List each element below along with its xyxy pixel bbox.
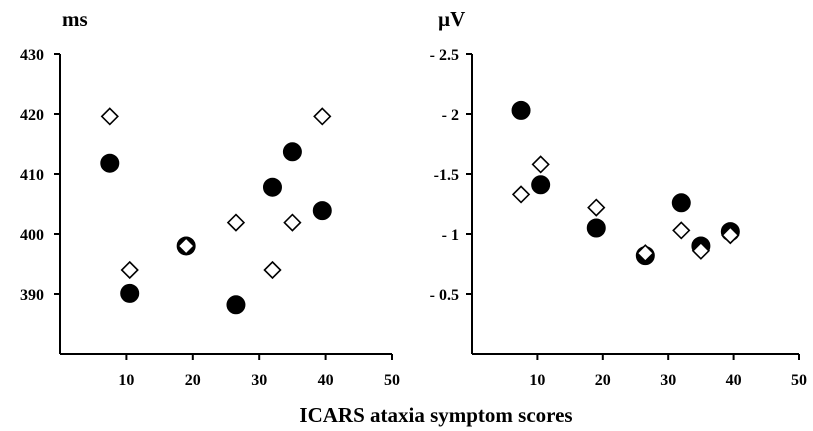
data-point-open-diamond — [263, 260, 282, 280]
data-point-open-diamond — [636, 244, 655, 263]
data-point-open-diamond — [226, 213, 246, 232]
x-tick-label: 30 — [660, 372, 676, 389]
data-point-filled-circle — [586, 218, 606, 238]
x-axis-title: ICARS ataxia symptom scores — [299, 403, 572, 427]
y-tick-label: - 2 — [442, 107, 459, 124]
data-point-filled-circle — [226, 295, 246, 315]
y-unit-label: µV — [438, 7, 465, 31]
data-point-open-diamond — [721, 226, 740, 245]
data-point-open-diamond — [531, 155, 550, 174]
y-tick-label: 420 — [20, 107, 44, 124]
y-tick-label: 430 — [20, 47, 44, 64]
x-tick-label: 50 — [791, 372, 807, 389]
x-tick-label: 50 — [384, 372, 400, 389]
y-tick-label: 410 — [20, 167, 44, 184]
data-point-filled-circle — [282, 142, 302, 162]
data-point-filled-circle — [511, 100, 531, 120]
y-tick-label: - 2.5 — [430, 47, 459, 64]
data-point-open-diamond — [313, 107, 332, 126]
x-tick-label: 10 — [529, 372, 545, 389]
data-point-filled-circle — [262, 177, 282, 197]
data-point-open-diamond — [511, 185, 531, 204]
y-unit-label: ms — [62, 7, 88, 31]
x-tick-label: 40 — [318, 372, 334, 389]
y-tick-label: -1.5 — [434, 167, 459, 184]
data-point-filled-circle — [531, 175, 551, 195]
x-tick-label: 30 — [251, 372, 267, 389]
panel-latency-ms: ms 10 20 30 40 50 390 400 410 420 430 — [20, 7, 400, 389]
panel-amplitude-uv: µV 10 20 30 40 50 - 0.5 - 1 -1.5 - 2 - 2.5 — [430, 7, 807, 389]
y-tick-label: 390 — [20, 287, 44, 304]
x-tick-label: 20 — [595, 372, 611, 389]
data-point-open-diamond — [120, 260, 139, 280]
data-point-filled-circle — [671, 193, 691, 213]
data-point-open-diamond — [283, 213, 302, 232]
x-tick-label: 20 — [185, 372, 201, 389]
x-tick-label: 10 — [118, 372, 134, 389]
data-point-filled-circle — [120, 283, 140, 303]
data-point-open-diamond — [100, 107, 119, 126]
x-tick-label: 40 — [726, 372, 742, 389]
data-point-open-diamond — [672, 221, 691, 240]
data-point-open-diamond — [691, 241, 711, 260]
y-tick-label: - 0.5 — [430, 287, 459, 304]
data-point-open-diamond — [587, 198, 606, 217]
data-point-open-diamond — [177, 236, 196, 256]
data-point-filled-circle — [312, 201, 332, 221]
y-tick-label: 400 — [20, 227, 44, 244]
y-tick-label: - 1 — [442, 227, 459, 244]
data-point-filled-circle — [100, 153, 120, 173]
